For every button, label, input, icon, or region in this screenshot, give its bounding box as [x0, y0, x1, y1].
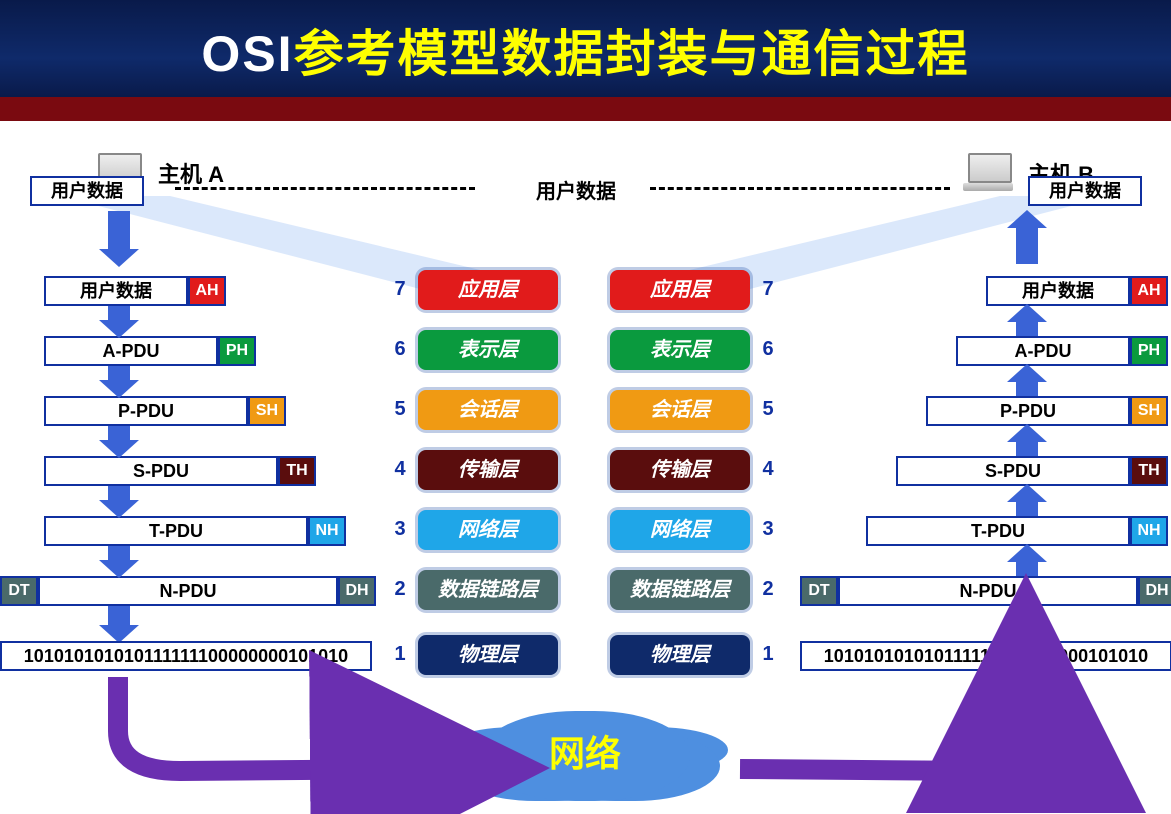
layer-left-2: 会话层: [418, 390, 558, 430]
header-tag-right-3: TH: [1130, 456, 1168, 486]
host-b-icon: [960, 153, 1020, 193]
header-tag-right-5: DH: [1138, 576, 1171, 606]
arrow-up-3: [1016, 500, 1038, 516]
layer-num-left-2: 5: [390, 398, 410, 421]
arrow-down-2: [108, 426, 130, 442]
pdu-box-left-4: T-PDU: [44, 516, 308, 546]
arrow-down-1: [108, 366, 130, 382]
layer-right-6: 物理层: [610, 635, 750, 675]
arrow-down-5: [108, 606, 130, 627]
layer-right-5: 数据链路层: [610, 570, 750, 610]
bits-left: 101010101010111111100000000101010: [0, 641, 372, 671]
header-tag-left-2: SH: [248, 396, 286, 426]
slide-header: OSI参考模型数据封装与通信过程: [0, 0, 1171, 97]
header-tag-left-4: NH: [308, 516, 346, 546]
layer-left-1: 表示层: [418, 330, 558, 370]
layer-num-right-1: 6: [758, 338, 778, 361]
header-tag-right-0: AH: [1130, 276, 1168, 306]
mid-user-data-label: 用户数据: [530, 175, 622, 204]
layer-left-4: 网络层: [418, 510, 558, 550]
pdu-box-right-2: P-PDU: [926, 396, 1130, 426]
layer-left-3: 传输层: [418, 450, 558, 490]
layer-num-left-1: 6: [390, 338, 410, 361]
dt-tag-left: DT: [0, 576, 38, 606]
header-tag-left-3: TH: [278, 456, 316, 486]
layer-right-1: 表示层: [610, 330, 750, 370]
pdu-box-left-5: N-PDU: [38, 576, 338, 606]
header-tag-left-5: DH: [338, 576, 376, 606]
pdu-box-right-3: S-PDU: [896, 456, 1130, 486]
layer-right-4: 网络层: [610, 510, 750, 550]
layer-left-5: 数据链路层: [418, 570, 558, 610]
layer-num-left-5: 2: [390, 578, 410, 601]
layer-num-right-5: 2: [758, 578, 778, 601]
layer-num-right-3: 4: [758, 458, 778, 481]
header-tag-left-0: AH: [188, 276, 226, 306]
arrow-down-4: [108, 546, 130, 562]
arrow-up-5: [1016, 620, 1038, 641]
layer-left-6: 物理层: [418, 635, 558, 675]
pdu-box-right-1: A-PDU: [956, 336, 1130, 366]
layer-num-left-3: 4: [390, 458, 410, 481]
network-cloud: 网络: [480, 711, 690, 801]
layer-num-right-4: 3: [758, 518, 778, 541]
layer-right-0: 应用层: [610, 270, 750, 310]
header-tag-right-1: PH: [1130, 336, 1168, 366]
host-b-userdata-box: 用户数据: [1028, 176, 1142, 206]
pdu-box-left-2: P-PDU: [44, 396, 248, 426]
layer-num-right-2: 5: [758, 398, 778, 421]
arrow-up-1: [1016, 380, 1038, 396]
layer-num-left-0: 7: [390, 278, 410, 301]
host-a-label: 主机 A: [158, 157, 224, 189]
pdu-box-left-0: 用户数据: [44, 276, 188, 306]
red-divider: [0, 97, 1171, 121]
layer-right-3: 传输层: [610, 450, 750, 490]
pdu-box-left-1: A-PDU: [44, 336, 218, 366]
layer-num-left-4: 3: [390, 518, 410, 541]
diagram-stage: 用户数据 主机 A 用户数据 主机 B 用户数据 用户数据AHA-PDUPHP-…: [0, 121, 1171, 814]
arrow-down-0: [108, 306, 130, 322]
header-tag-right-4: NH: [1130, 516, 1168, 546]
header-tag-right-2: SH: [1130, 396, 1168, 426]
dashed-line-right: [650, 187, 950, 190]
host-a-userdata-box: 用户数据: [30, 176, 144, 206]
dt-tag-right: DT: [800, 576, 838, 606]
arrow-down-top: [108, 211, 130, 251]
title-en: OSI: [201, 26, 293, 82]
bits-right: 101010101010111111100000000101010: [800, 641, 1171, 671]
arrow-up-0: [1016, 320, 1038, 336]
layer-num-right-0: 7: [758, 278, 778, 301]
layer-left-0: 应用层: [418, 270, 558, 310]
pdu-box-right-0: 用户数据: [986, 276, 1130, 306]
arrow-down-3: [108, 486, 130, 502]
pdu-box-left-3: S-PDU: [44, 456, 278, 486]
pdu-box-right-5: N-PDU: [838, 576, 1138, 606]
title-cn: 参考模型数据封装与通信过程: [294, 26, 970, 82]
header-tag-left-1: PH: [218, 336, 256, 366]
pdu-box-right-4: T-PDU: [866, 516, 1130, 546]
arrow-up-2: [1016, 440, 1038, 456]
layer-right-2: 会话层: [610, 390, 750, 430]
arrow-up-4: [1016, 560, 1038, 576]
layer-num-right-6: 1: [758, 643, 778, 666]
slide-title: OSI参考模型数据封装与通信过程: [0, 0, 1171, 86]
arrow-up-top: [1016, 226, 1038, 264]
layer-num-left-6: 1: [390, 643, 410, 666]
